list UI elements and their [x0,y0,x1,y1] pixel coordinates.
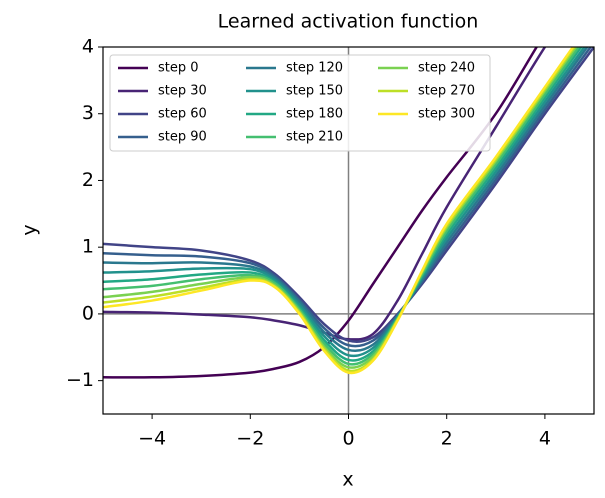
y-tick-label: 0 [82,302,94,324]
legend-label: step 210 [286,130,343,145]
y-tick-label: 4 [82,36,94,58]
series-line [103,47,586,358]
legend-label: step 300 [418,107,475,122]
plot-frame [102,46,595,415]
plot-lines [103,47,594,379]
series-line [103,47,575,375]
series-line [103,47,594,343]
legend-label: step 0 [158,61,199,76]
x-tick-label: −4 [138,428,166,450]
x-tick-label: 4 [539,428,551,450]
x-tick-label: 0 [342,428,354,450]
series-line [103,47,593,348]
series-line [103,47,547,341]
legend-label: step 240 [418,61,475,76]
x-axis-label: x [342,469,353,491]
x-tick-label: 2 [441,428,453,450]
legend-label: step 120 [286,61,343,76]
y-axis-label: y [19,224,41,235]
y-tick-label: 3 [82,102,94,124]
legend-label: step 90 [158,130,207,145]
series-line [103,47,581,366]
y-tick-label: 2 [82,169,94,191]
legend-label: step 150 [286,84,343,99]
x-tick-label: −2 [236,428,264,450]
series-line [103,47,589,353]
legend-label: step 60 [158,107,207,122]
legend-label: step 30 [158,84,207,99]
legend-box [109,54,491,152]
chart-title: Learned activation function [218,11,479,33]
series-line [103,47,539,379]
y-tick-label: 1 [82,236,94,258]
series-line [103,47,583,362]
legend-label: step 270 [418,84,475,99]
y-tick-label: −1 [66,369,94,391]
legend-label: step 180 [286,107,343,122]
